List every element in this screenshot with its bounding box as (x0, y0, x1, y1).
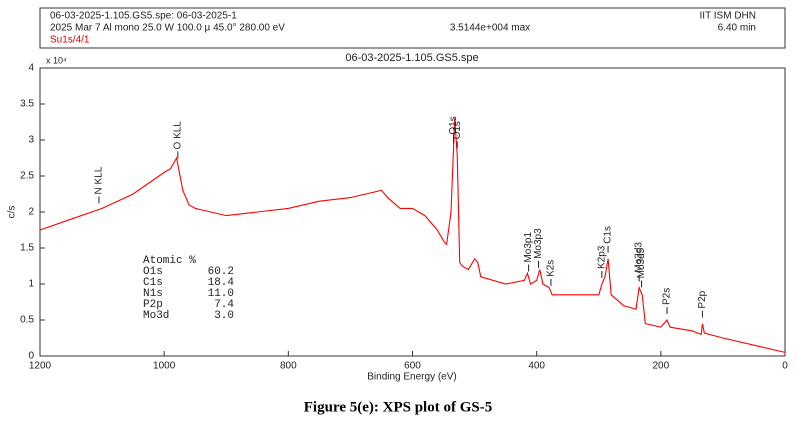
peak-label: K2s (546, 260, 557, 277)
table-value: 60.2 (208, 266, 234, 278)
x-axis-label: Binding Energy (eV) (367, 372, 457, 383)
peak-label: Mo3p3 (533, 228, 544, 259)
table-element: N1s (143, 288, 163, 300)
header-box (39, 7, 786, 49)
x-tick-label: 400 (528, 361, 545, 372)
header-params: 2025 Mar 7 Al mono 25.0 W 100.0 µ 45.0° … (50, 23, 285, 34)
peak-label: Mo3d5 (636, 247, 647, 278)
header-site: IIT ISM DHN (700, 11, 756, 22)
x-tick-label: 1000 (153, 361, 176, 372)
table-element: C1s (143, 277, 163, 289)
header-time: 6.40 min (718, 23, 756, 34)
header-max: 3.5144e+004 max (450, 23, 530, 34)
x-tick-label: 1200 (29, 361, 52, 372)
peak-label: P2s (662, 288, 673, 305)
table-value: 3.0 (214, 310, 234, 322)
y-tick-label: 1 (28, 279, 34, 290)
y-tick-label: 2 (28, 207, 34, 218)
peak-label: P2p (697, 290, 708, 308)
chart-title: 06-03-2025-1.105.GS5.spe (345, 52, 478, 64)
y-tick-label: 0.5 (20, 315, 34, 326)
spectrum-line (39, 118, 786, 353)
table-value: 18.4 (208, 277, 235, 289)
peak-label: O1s (448, 116, 459, 134)
y-tick-label: 3.5 (20, 99, 34, 110)
peak-label: O1s (452, 121, 463, 139)
peak-label: Mo3d3 (634, 242, 645, 273)
y-tick-label: 1.5 (20, 243, 34, 254)
peak-label: C1s (603, 226, 614, 244)
y-tick-label: 2.5 (20, 171, 34, 182)
table-value: 11.0 (208, 288, 234, 300)
table-element: Mo3d (143, 310, 169, 322)
table-element: O1s (143, 266, 163, 278)
y-tick-label: 0 (28, 351, 34, 362)
figure-caption: Figure 5(e): XPS plot of GS-5 (304, 399, 492, 415)
y-axis-label: c/s (7, 206, 18, 219)
y-tick-label: 3 (28, 135, 34, 146)
table-element: P2p (143, 299, 163, 311)
peak-label: O KLL (172, 121, 183, 150)
table-value: 7.4 (214, 299, 234, 311)
header-file: 06-03-2025-1.105.GS5.spe: 06-03-2025-1 (50, 11, 237, 22)
y-exponent: x 10⁴ (46, 55, 67, 65)
x-tick-label: 0 (782, 361, 788, 372)
x-tick-label: 800 (280, 361, 297, 372)
x-tick-label: 200 (652, 361, 669, 372)
peak-label: N KLL (94, 166, 105, 194)
x-tick-label: 600 (404, 361, 421, 372)
peak-label: Mo3p1 (523, 232, 534, 263)
header-region: Su1s/4/1 (50, 35, 90, 46)
peak-label: K2p3 (596, 245, 607, 269)
y-tick-label: 4 (28, 63, 34, 74)
table-header: Atomic % (143, 255, 196, 267)
